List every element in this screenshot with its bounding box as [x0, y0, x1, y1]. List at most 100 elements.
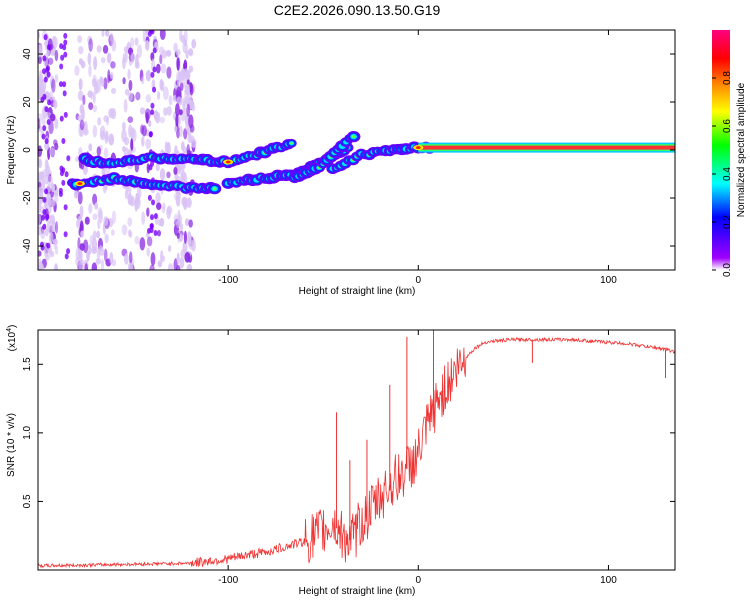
x-tick-label: 100	[600, 575, 617, 586]
noise-streak	[152, 47, 157, 54]
noise-blob	[130, 127, 135, 139]
noise-blob	[160, 80, 165, 92]
noise-blob	[130, 52, 135, 64]
noise-blob	[92, 193, 98, 206]
noise-blob	[142, 30, 146, 43]
hot-spot-core	[225, 160, 231, 164]
noise-blob	[157, 219, 164, 227]
noise-blob	[176, 57, 180, 71]
noise-blob	[47, 57, 54, 65]
noise-blob	[141, 136, 145, 147]
noise-streak	[58, 81, 63, 88]
snr-spikes	[336, 330, 666, 541]
noise-blob	[78, 58, 83, 65]
noise-streak	[59, 43, 64, 50]
noise-blob	[51, 35, 57, 47]
noise-blob	[127, 69, 131, 80]
noise-streak	[41, 214, 46, 221]
noise-blob	[135, 91, 141, 101]
noise-blob	[38, 118, 41, 130]
noise-blob	[111, 39, 117, 52]
noise-streak	[153, 213, 158, 220]
y-tick-label: 1.5	[22, 357, 33, 371]
noise-blob	[38, 171, 43, 182]
noise-blob	[101, 30, 105, 37]
noise-blob	[87, 52, 92, 65]
noise-blob	[186, 197, 192, 208]
noise-streak	[152, 66, 157, 73]
noise-streak	[59, 165, 64, 172]
noise-blob	[130, 37, 135, 48]
noise-blob	[153, 110, 159, 121]
noise-blob	[148, 120, 152, 127]
noise-blob	[54, 263, 59, 270]
noise-blob	[74, 65, 80, 76]
x-tick-label: 0	[416, 275, 422, 286]
noise-blob	[79, 205, 84, 219]
noise-blob	[187, 231, 192, 245]
noise-blob	[161, 206, 166, 214]
noise-blob	[91, 246, 98, 255]
noise-streak	[153, 230, 158, 237]
noise-blob	[179, 256, 185, 269]
noise-blob	[111, 210, 117, 224]
chart-title: C2E2.2026.090.13.50.G19	[274, 2, 441, 18]
track-core	[212, 187, 217, 191]
noise-blob	[104, 134, 109, 144]
spectrogram-y-ticks: -40 -20 0 20 40	[22, 48, 675, 253]
noise-blob	[173, 166, 178, 175]
noise-blob	[92, 104, 98, 113]
noise-blob	[107, 69, 111, 84]
noise-blob	[166, 66, 172, 79]
spectrogram-content	[38, 30, 675, 270]
noise-streak	[147, 30, 152, 37]
noise-blob	[128, 263, 134, 270]
noise-streak	[150, 102, 155, 109]
noise-blob	[73, 190, 79, 199]
noise-blob	[134, 196, 141, 210]
noise-blob	[104, 233, 109, 244]
noise-blob	[159, 30, 166, 40]
noise-blob	[83, 239, 89, 254]
noise-blob	[38, 192, 44, 205]
noise-blob	[128, 79, 133, 92]
noise-streak	[63, 204, 68, 211]
noise-blob	[175, 102, 180, 117]
noise-blob	[48, 203, 52, 214]
noise-blob	[41, 117, 46, 126]
noise-blob	[176, 70, 182, 85]
noise-streak	[41, 68, 46, 75]
snr-frame	[37, 329, 676, 571]
noise-blob	[88, 38, 93, 52]
spectrogram-plot: -100 0 100 -40 -20 0 20 40 Height of straight …	[6, 29, 676, 297]
noise-blob	[53, 99, 58, 109]
noise-blob	[184, 83, 190, 96]
noise-blob	[54, 245, 59, 255]
hot-spot-core	[77, 182, 83, 186]
noise-blob	[178, 233, 184, 242]
colorbar: 0.0 0.2 0.4 0.6 0.8 Normalized spectral ampl…	[712, 30, 747, 277]
noise-blob	[184, 218, 190, 226]
noise-streak	[46, 242, 51, 249]
noise-blob	[134, 61, 140, 69]
noise-blob	[91, 78, 97, 87]
snr-scale-label: (x104)	[6, 325, 18, 352]
noise-blob	[182, 96, 189, 107]
noise-blob	[183, 39, 188, 47]
noise-blob	[159, 116, 166, 124]
noise-blob	[51, 78, 56, 93]
noise-blob	[178, 30, 183, 42]
noise-blob	[38, 250, 42, 257]
noise-blob	[103, 77, 108, 90]
noise-blob	[108, 108, 115, 119]
noise-blob	[139, 107, 146, 115]
noise-blob	[46, 220, 51, 232]
noise-blob	[55, 221, 59, 234]
noise-blob	[84, 216, 90, 225]
noise-blob	[79, 104, 85, 115]
noise-blob	[181, 196, 187, 207]
noise-blob	[48, 91, 53, 102]
noise-blob	[156, 202, 162, 210]
noise-blob	[176, 220, 181, 229]
noise-blob	[95, 258, 102, 265]
